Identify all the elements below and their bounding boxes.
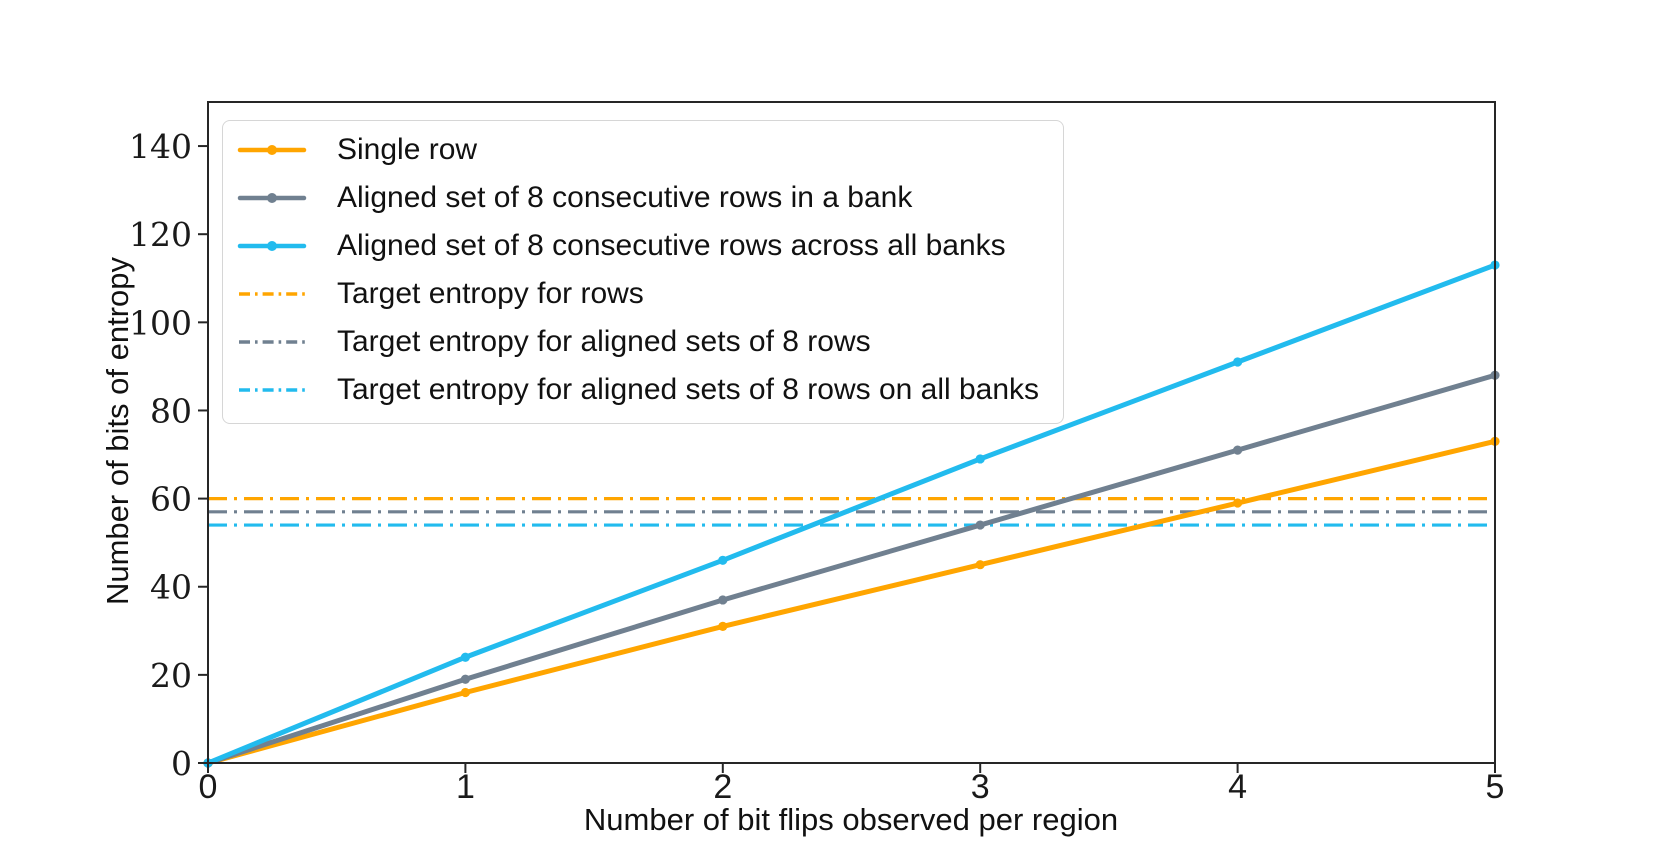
legend-label: Aligned set of 8 consecutive rows across… (337, 229, 1006, 262)
series-2-marker-x1 (460, 652, 470, 662)
series-line-0 (205, 438, 1498, 766)
series-1-marker-x3 (975, 520, 985, 530)
x-tick-label: 0 (199, 768, 218, 806)
y-tick-label: 60 (150, 480, 192, 519)
legend-label: Target entropy for rows (337, 277, 644, 310)
legend-label: Aligned set of 8 consecutive rows in a b… (337, 181, 913, 214)
series-0-marker-x3 (975, 560, 985, 570)
series-line-2 (205, 262, 1498, 766)
legend-item-1: Aligned set of 8 consecutive rows in a b… (237, 174, 1039, 222)
x-axis-label: Number of bit flips observed per region (583, 802, 1119, 837)
series-0-marker-x2 (718, 621, 728, 631)
y-tick-label: 40 (150, 568, 192, 607)
series-2-marker-x3 (975, 454, 985, 464)
legend-item-5: Target entropy for aligned sets of 8 row… (237, 366, 1039, 414)
legend-item-4: Target entropy for aligned sets of 8 row… (237, 318, 1039, 366)
series-line-1 (205, 372, 1498, 766)
y-tick-label: 0 (171, 744, 192, 783)
x-tick-label: 2 (713, 768, 732, 806)
legend-item-3: Target entropy for rows (237, 270, 1039, 318)
legend-line-marker-swatch (237, 145, 307, 155)
swatch-dot (267, 193, 277, 203)
x-tick-label: 4 (1228, 768, 1247, 806)
y-tick-label: 120 (129, 215, 192, 254)
x-tick-label: 3 (971, 768, 990, 806)
y-tick-label: 20 (150, 656, 192, 695)
y-axis-label: Number of bits of entropy (100, 256, 135, 606)
series-1-marker-x2 (718, 595, 728, 605)
legend: Single row Aligned set of 8 consecutive r… (222, 120, 1065, 424)
legend-line-marker-swatch (237, 241, 307, 251)
legend-label: Target entropy for aligned sets of 8 row… (337, 325, 871, 358)
y-tick-label: 140 (129, 127, 192, 166)
swatch-dot (267, 241, 277, 251)
legend-label: Single row (337, 133, 478, 166)
legend-item-0: Single row (237, 126, 1039, 174)
series-0-marker-x4 (1233, 498, 1243, 508)
legend-item-2: Aligned set of 8 consecutive rows across… (237, 222, 1039, 270)
plot-border (207, 101, 1496, 764)
legend-dashdot-swatch (239, 388, 305, 392)
series-2-marker-x2 (718, 555, 728, 565)
legend-label: Target entropy for aligned sets of 8 row… (337, 373, 1040, 406)
swatch-dot (267, 145, 277, 155)
legend-line-marker-swatch (237, 193, 307, 203)
series-0-marker-x1 (460, 687, 470, 698)
series-2-marker-x4 (1233, 357, 1243, 367)
series-1-marker-x1 (460, 674, 470, 684)
legend-dashdot-swatch (239, 340, 305, 344)
x-tick-label: 1 (456, 768, 475, 806)
y-tick-label: 80 (150, 391, 192, 430)
y-tick-label: 100 (129, 303, 192, 342)
x-tick-label: 5 (1486, 768, 1505, 806)
series-1-marker-x4 (1233, 445, 1243, 455)
legend-dashdot-swatch (239, 292, 305, 296)
